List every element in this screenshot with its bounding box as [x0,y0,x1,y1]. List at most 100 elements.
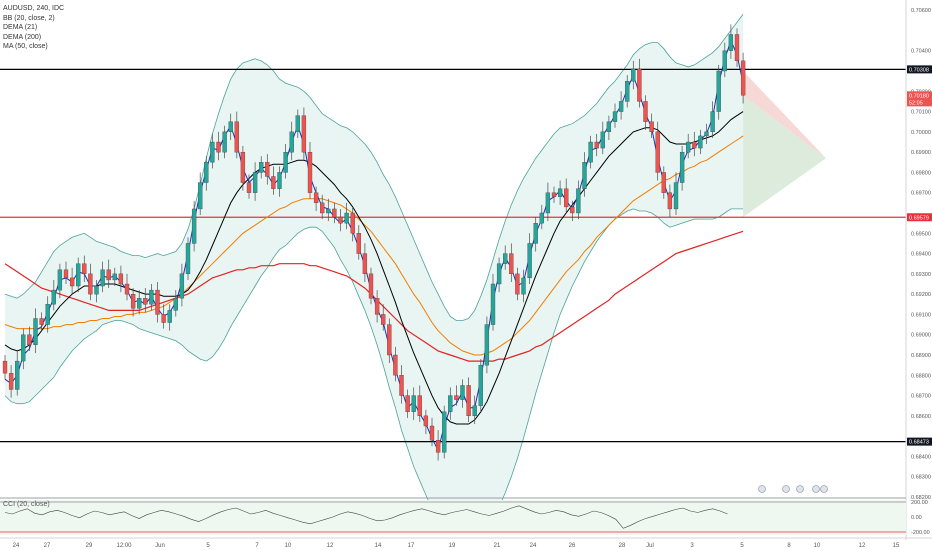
candle[interactable] [362,253,368,275]
candle[interactable] [606,121,612,133]
candle[interactable] [716,70,721,112]
candle[interactable] [191,208,197,244]
candle[interactable] [204,162,209,183]
candle[interactable] [246,182,252,193]
candle[interactable] [679,151,685,183]
candle[interactable] [503,253,508,264]
candle[interactable] [728,34,734,51]
event-flag-icon[interactable] [820,485,828,493]
candle[interactable] [45,304,50,325]
candle[interactable] [2,360,8,374]
candle[interactable] [557,188,563,197]
candle[interactable] [173,298,178,311]
candle[interactable] [76,263,81,287]
candle[interactable] [576,188,581,214]
candle[interactable] [82,263,87,275]
event-flag-icon[interactable] [812,485,820,493]
candle[interactable] [387,324,392,356]
candle[interactable] [338,216,343,224]
candle[interactable] [637,68,642,102]
candle[interactable] [649,121,654,133]
candle[interactable] [155,289,160,315]
candle[interactable] [655,131,660,173]
candle[interactable] [381,314,386,325]
candle[interactable] [368,273,374,299]
candle[interactable] [673,182,679,210]
candle[interactable] [496,263,502,285]
candle[interactable] [198,182,203,210]
candle[interactable] [216,141,221,153]
candle[interactable] [179,273,185,299]
candle[interactable] [228,121,233,133]
candle[interactable] [588,141,593,163]
candle[interactable] [149,289,154,305]
candle[interactable] [27,334,32,346]
candle[interactable] [539,212,544,224]
candle[interactable] [643,101,648,122]
candle[interactable] [69,277,75,287]
candle[interactable] [106,269,111,281]
candle[interactable] [515,273,520,295]
candle[interactable] [15,360,20,390]
candle[interactable] [356,233,361,254]
legend-symbol[interactable]: AUDUSD, 240, IDC [3,5,65,12]
candle[interactable] [39,318,44,325]
candle[interactable] [698,135,703,149]
candle[interactable] [289,131,294,153]
legend-dema21[interactable]: DEMA (21) [3,24,38,32]
candle[interactable] [484,324,490,366]
candle[interactable] [307,151,313,193]
candle[interactable] [265,162,270,177]
candle[interactable] [417,395,422,417]
candle[interactable] [222,131,227,153]
event-flag-icon[interactable] [782,485,790,493]
candle[interactable] [722,50,727,72]
candle[interactable] [374,298,380,315]
candle[interactable] [710,111,715,133]
oscillator-panel[interactable] [0,500,906,535]
candle[interactable] [185,243,191,275]
candle[interactable] [259,162,264,173]
candle[interactable] [326,208,331,214]
candle[interactable] [509,253,514,275]
candle[interactable] [63,269,69,279]
candle[interactable] [618,101,624,112]
candle[interactable] [33,318,38,346]
candle[interactable] [295,115,300,133]
candle[interactable] [393,354,398,376]
candle[interactable] [88,273,93,295]
candle[interactable] [240,151,246,183]
candle[interactable] [600,131,605,149]
candle[interactable] [405,395,410,412]
candle[interactable] [271,176,276,189]
candle[interactable] [686,141,691,153]
candle[interactable] [51,289,56,305]
candle[interactable] [625,80,630,102]
candle[interactable] [734,34,740,62]
candle[interactable] [551,192,557,197]
candle[interactable] [740,60,746,96]
event-flag-icon[interactable] [796,485,804,493]
candle[interactable] [161,314,166,323]
candle[interactable] [564,188,569,208]
candle[interactable] [320,202,325,214]
candle[interactable] [533,222,538,244]
candle[interactable] [435,440,441,453]
candle[interactable] [631,68,636,82]
candle[interactable] [57,269,63,291]
candle[interactable] [527,243,532,279]
candle[interactable] [472,405,477,417]
candle[interactable] [429,425,435,441]
candle[interactable] [442,411,447,453]
candle[interactable] [8,373,14,390]
event-flag-icon[interactable] [758,485,766,493]
candle[interactable] [252,172,258,193]
candle[interactable] [411,395,416,412]
candle[interactable] [100,269,105,287]
candle[interactable] [466,385,471,417]
candle[interactable] [277,172,282,189]
candle[interactable] [124,283,130,295]
candle[interactable] [545,192,551,214]
candle[interactable] [234,121,239,153]
candle[interactable] [448,395,453,412]
